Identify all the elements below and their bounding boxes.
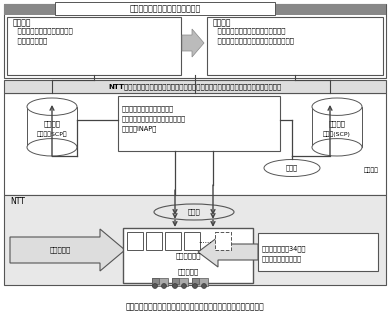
- Bar: [215, 232, 231, 250]
- Bar: [4, 195, 386, 285]
- Text: オープン化: オープン化: [50, 247, 71, 253]
- Text: 制御局(SCP): 制御局(SCP): [323, 131, 351, 137]
- Text: 市内交換機: 市内交換機: [177, 269, 199, 275]
- Bar: [184, 232, 200, 250]
- Bar: [172, 278, 188, 286]
- Text: 他事業者: 他事業者: [363, 167, 379, 173]
- FancyArrowPatch shape: [211, 214, 215, 217]
- Ellipse shape: [27, 139, 77, 156]
- Text: NTT: NTT: [10, 198, 25, 206]
- Text: サービス: サービス: [44, 121, 60, 128]
- Text: ......: ......: [198, 238, 212, 244]
- Bar: [258, 233, 378, 271]
- FancyArrowPatch shape: [173, 214, 177, 217]
- Bar: [4, 4, 386, 15]
- Bar: [118, 96, 280, 151]
- Text: 信号網: 信号網: [286, 165, 298, 171]
- Circle shape: [193, 284, 197, 288]
- Text: 【今後】: 【今後】: [213, 19, 232, 27]
- Text: 信号網: 信号網: [188, 209, 200, 215]
- FancyArrowPatch shape: [211, 220, 215, 225]
- Bar: [7, 17, 181, 75]
- Bar: [4, 93, 386, 195]
- Bar: [152, 278, 168, 286]
- Bar: [123, 228, 253, 283]
- Text: 基本接続機能: 基本接続機能: [175, 253, 201, 259]
- Polygon shape: [182, 29, 204, 57]
- Circle shape: [172, 284, 177, 288]
- Text: 図　「市内交換機機能のオープン化（高度サービス接続）」の概要: 図 「市内交換機機能のオープン化（高度サービス接続）」の概要: [126, 302, 264, 312]
- Bar: [172, 278, 179, 284]
- Ellipse shape: [264, 160, 320, 177]
- Text: 【従来】: 【従来】: [13, 19, 32, 27]
- Bar: [27, 107, 77, 147]
- Bar: [165, 232, 181, 250]
- Circle shape: [181, 284, 186, 288]
- FancyArrowPatch shape: [173, 190, 177, 214]
- Bar: [207, 17, 383, 75]
- Bar: [312, 107, 362, 147]
- Polygon shape: [10, 229, 125, 271]
- Circle shape: [161, 284, 167, 288]
- Bar: [192, 278, 208, 286]
- Text: 市内交換機への機能追加の考え方: 市内交換機への機能追加の考え方: [129, 4, 200, 13]
- Text: 機能メニュー【34種】
を用意し，オープン化: 機能メニュー【34種】 を用意し，オープン化: [262, 245, 307, 262]
- Text: NTT市内交換機の「機能メニュー」を組み合わせて制御し，独自にサービスを提供可能: NTT市内交換機の「機能メニュー」を組み合わせて制御し，独自にサービスを提供可能: [108, 83, 282, 90]
- Circle shape: [202, 284, 206, 288]
- Text: 事業者要望により，その都度
  個別に機能追加: 事業者要望により，その都度 個別に機能追加: [13, 28, 73, 44]
- Text: サービス: サービス: [328, 121, 346, 128]
- Bar: [192, 278, 199, 284]
- Bar: [55, 2, 275, 15]
- Ellipse shape: [312, 139, 362, 156]
- FancyArrowPatch shape: [50, 106, 54, 156]
- Bar: [127, 232, 143, 250]
- FancyArrowPatch shape: [173, 220, 177, 225]
- FancyArrowPatch shape: [211, 185, 215, 214]
- Ellipse shape: [27, 98, 77, 115]
- Circle shape: [152, 284, 158, 288]
- Bar: [152, 278, 159, 284]
- Ellipse shape: [312, 98, 362, 115]
- Ellipse shape: [154, 204, 234, 220]
- Polygon shape: [198, 237, 258, 267]
- Text: ・同一インタフェースを提供
・網間のインタフェースは国際勧告
　準拠（INAP）: ・同一インタフェースを提供 ・網間のインタフェースは国際勧告 準拠（INAP）: [122, 105, 186, 132]
- Bar: [4, 4, 386, 78]
- Bar: [146, 232, 162, 250]
- Text: 制御局（SCP）: 制御局（SCP）: [37, 131, 67, 137]
- Text: サービスを構成する共通的な機能を
  「機能メニュー」としてあらかじめ用意: サービスを構成する共通的な機能を 「機能メニュー」としてあらかじめ用意: [213, 28, 294, 44]
- Bar: [4, 80, 386, 93]
- FancyArrowPatch shape: [328, 106, 332, 156]
